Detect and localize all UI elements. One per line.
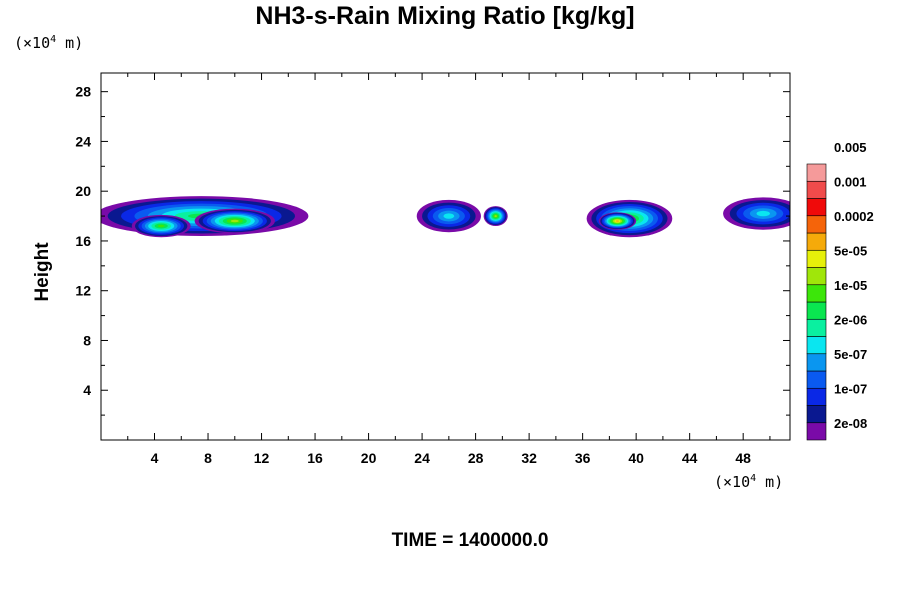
- colorbar-swatch-3: [806, 370, 827, 389]
- colorbar-swatch-6: [806, 318, 827, 337]
- colorbar-label-2: 5e-07: [834, 347, 867, 362]
- colorbar-swatch-13: [806, 198, 827, 217]
- x-tick-label-11: 48: [735, 450, 751, 466]
- contour-blob-1-level-9: [230, 219, 239, 223]
- x-tick-label-7: 32: [521, 450, 537, 466]
- contour-blob-7-level-5: [756, 210, 770, 217]
- colorbar-label-6: 0.0002: [834, 209, 874, 224]
- x-tick-label-5: 24: [414, 450, 430, 466]
- colorbar-swatch-4: [806, 353, 827, 372]
- colorbar-label-3: 2e-06: [834, 312, 867, 327]
- colorbar-label-5: 5e-05: [834, 243, 867, 258]
- colorbar-swatch-10: [806, 249, 827, 268]
- colorbar-swatch-12: [806, 215, 827, 234]
- colorbar-label-8: 0.005: [834, 140, 867, 155]
- colorbar-swatch-0: [806, 422, 827, 441]
- y-tick-label-5: 24: [75, 133, 91, 149]
- contour-blob-4-level-9: [494, 215, 497, 218]
- x-tick-label-4: 20: [361, 450, 377, 466]
- contour-blob-3-level-5: [443, 213, 455, 219]
- plot-area: [101, 196, 790, 238]
- x-tick-label-8: 36: [575, 450, 591, 466]
- colorbar-swatch-15: [806, 163, 827, 182]
- y-tick-label-0: 4: [83, 382, 91, 398]
- x-tick-label-2: 12: [254, 450, 270, 466]
- colorbar-swatch-2: [806, 387, 827, 406]
- y-tick-label-6: 28: [75, 84, 91, 100]
- y-unit-exponent: 4: [50, 34, 57, 45]
- x-tick-label-6: 28: [468, 450, 484, 466]
- colorbar-label-7: 0.001: [834, 174, 867, 189]
- colorbar-swatch-7: [806, 301, 827, 320]
- colorbar-swatch-8: [806, 284, 827, 303]
- x-unit-prefix: (×10: [714, 473, 751, 491]
- y-tick-label-4: 20: [75, 183, 91, 199]
- colorbar: 2e-08 1e-07 5e-07 2e-06 1e-05 5e-05 0.0002 0.00…: [806, 140, 874, 441]
- time-label: TIME = 1400000.0: [391, 530, 549, 551]
- y-tick-label-2: 12: [75, 283, 91, 299]
- x-tick-label-1: 8: [204, 450, 212, 466]
- y-unit-prefix: (×10: [14, 34, 51, 52]
- colorbar-swatch-11: [806, 232, 827, 251]
- chart-title: NH3-s-Rain Mixing Ratio [kg/kg]: [255, 2, 635, 30]
- contour-blob-6-level-11: [615, 220, 619, 222]
- colorbar-label-0: 2e-08: [834, 416, 867, 431]
- colorbar-label-1: 1e-07: [834, 381, 867, 396]
- contour-blob-2-level-8: [157, 224, 165, 228]
- plot-frame: [100, 72, 791, 441]
- x-tick-label-9: 40: [628, 450, 644, 466]
- x-tick-label-0: 4: [151, 450, 159, 466]
- y-unit-suffix: m): [56, 34, 84, 52]
- colorbar-swatch-1: [806, 405, 827, 424]
- y-tick-label-1: 8: [83, 332, 91, 348]
- x-axis-unit: (×104 m): [714, 473, 783, 491]
- x-unit-exponent: 4: [750, 473, 757, 484]
- x-tick-label-10: 44: [682, 450, 698, 466]
- y-tick-label-3: 16: [75, 233, 91, 249]
- colorbar-swatch-14: [806, 180, 827, 199]
- contour-field: [101, 196, 790, 238]
- colorbar-label-4: 1e-05: [834, 278, 867, 293]
- colorbar-swatch-9: [806, 267, 827, 286]
- y-axis-unit: (×104 m): [14, 34, 83, 52]
- x-unit-suffix: m): [756, 473, 784, 491]
- x-tick-label-3: 16: [307, 450, 323, 466]
- colorbar-swatch-5: [806, 336, 827, 355]
